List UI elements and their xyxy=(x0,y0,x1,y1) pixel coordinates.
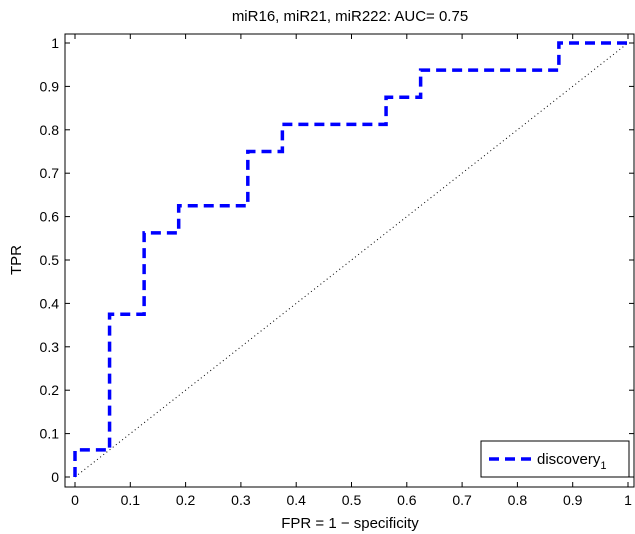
legend-label-subscript: 1 xyxy=(600,460,606,472)
y-tick-label: 0.4 xyxy=(40,295,60,311)
x-tick-label: 0.3 xyxy=(231,492,251,508)
y-tick-label: 0.7 xyxy=(40,165,60,181)
y-tick-label: 0 xyxy=(51,469,59,485)
x-tick-label: 0.7 xyxy=(452,492,472,508)
y-tick-label: 0.8 xyxy=(40,122,60,138)
reference-diagonal-line xyxy=(74,42,629,478)
y-tick-label: 0.3 xyxy=(40,339,60,355)
y-tick-label: 0.9 xyxy=(40,78,60,94)
y-tick-label: 0.2 xyxy=(40,382,60,398)
x-tick-label: 0.8 xyxy=(508,492,528,508)
x-tick-label: 0.6 xyxy=(397,492,417,508)
x-tick-label: 0.9 xyxy=(563,492,583,508)
y-axis-title: TPR xyxy=(8,245,25,275)
plot-area: 0 0.1 0.2 0.3 0.4 0.5 0.6 0.7 0.8 0.9 1 0 0.1 0.2 0.3 0… xyxy=(40,33,635,508)
x-tick-label: 0.4 xyxy=(286,492,306,508)
y-tick-label: 0.1 xyxy=(40,426,60,442)
y-tick-label: 1 xyxy=(51,35,59,51)
legend-label: discovery1 xyxy=(537,451,606,472)
y-tick-label: 0.6 xyxy=(40,209,60,225)
legend: discovery1 xyxy=(480,440,630,478)
y-tick-label: 0.5 xyxy=(40,252,60,268)
x-tick-label: 0.5 xyxy=(342,492,362,508)
axes-box xyxy=(64,33,635,488)
x-axis-title: FPR = 1 − specificity xyxy=(281,515,419,532)
series-line-discovery xyxy=(73,41,628,477)
x-tick-label: 0.1 xyxy=(121,492,141,508)
x-tick-label: 0 xyxy=(71,492,79,508)
chart-title: miR16, miR21, miR222: AUC= 0.75 xyxy=(232,8,468,25)
x-tick-label: 1 xyxy=(624,492,632,508)
x-tick-label: 0.2 xyxy=(176,492,196,508)
